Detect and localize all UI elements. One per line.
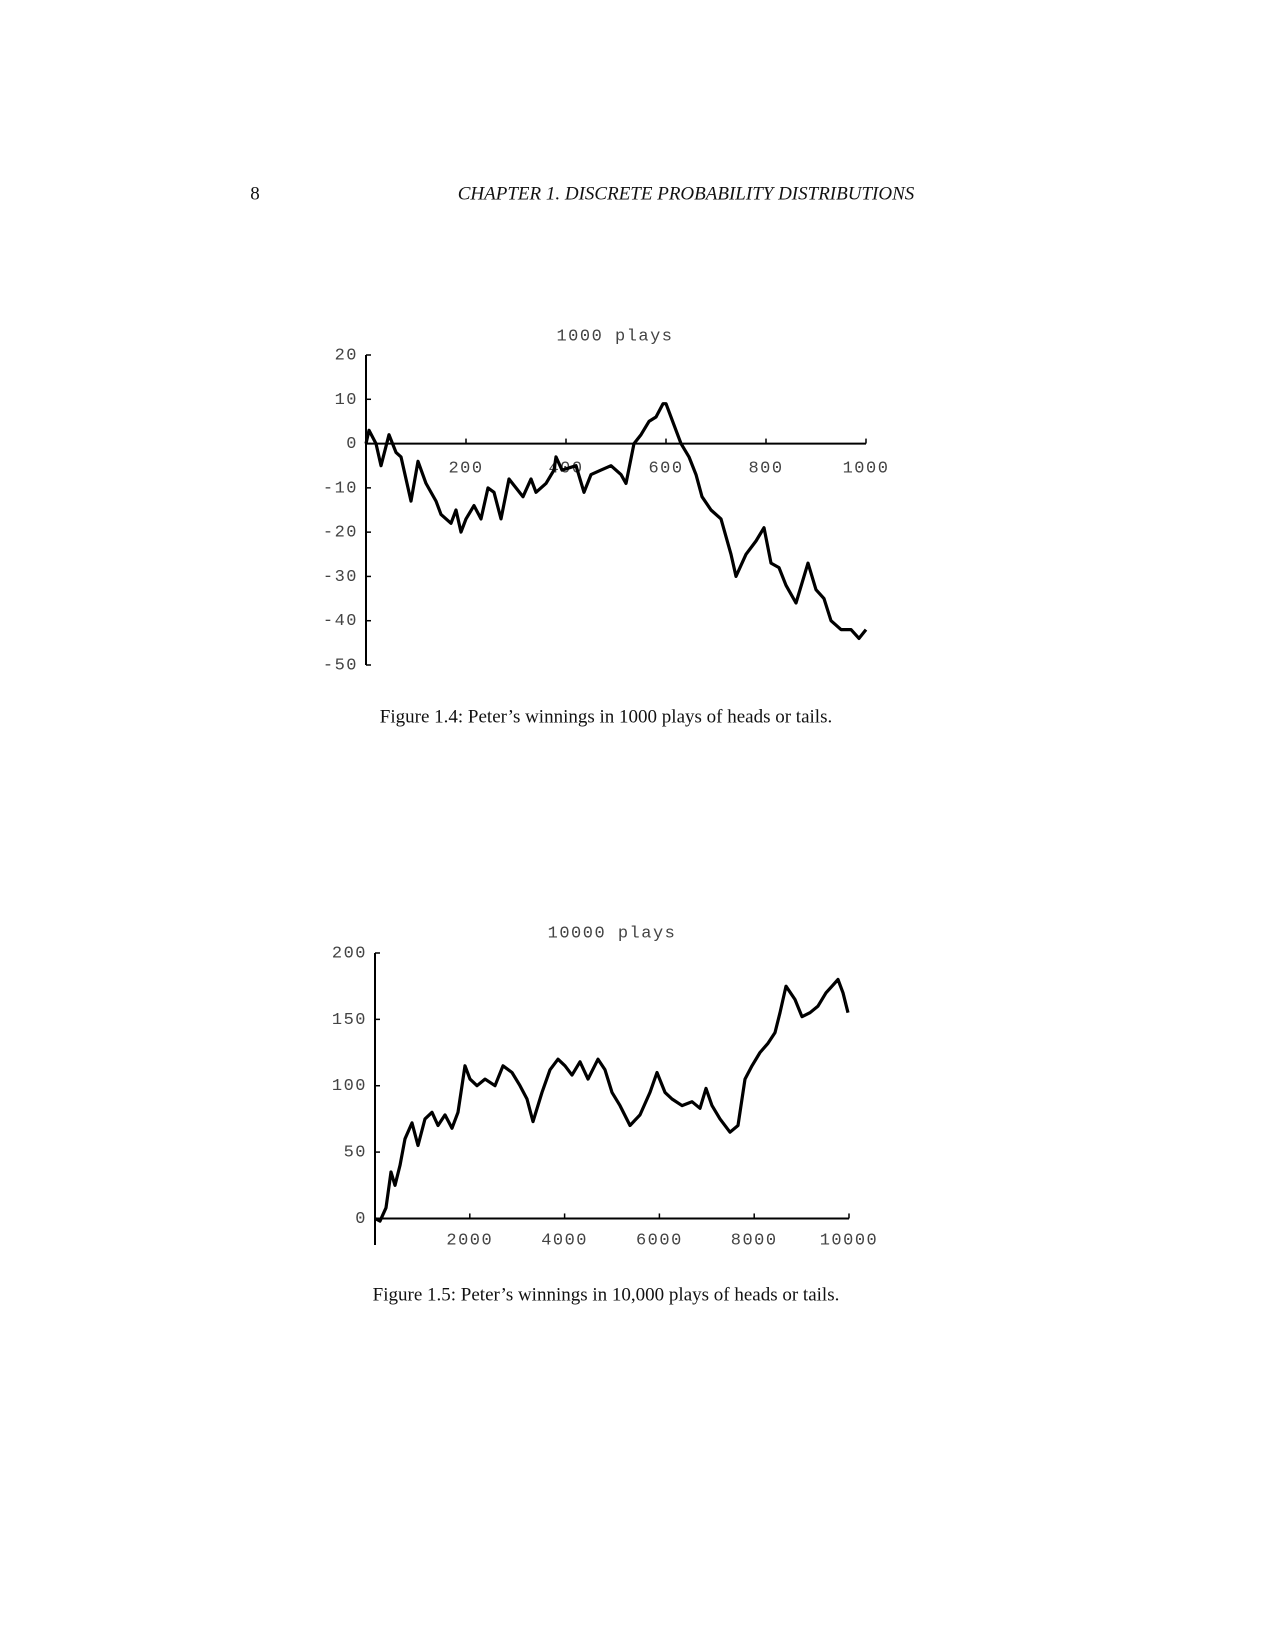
x-tick-label: 1000 bbox=[843, 459, 890, 478]
chart-title: 1000 plays bbox=[556, 327, 673, 346]
y-tick-label: 150 bbox=[332, 1011, 367, 1030]
y-tick-label: -10 bbox=[323, 479, 358, 498]
y-tick-label: -30 bbox=[323, 568, 358, 587]
figure-caption: Figure 1.5: Peter’s winnings in 10,000 p… bbox=[373, 1284, 840, 1305]
y-tick-label: 50 bbox=[344, 1144, 367, 1163]
y-tick-label: -40 bbox=[323, 612, 358, 631]
chart-title: 10000 plays bbox=[548, 924, 677, 943]
y-tick-label: -20 bbox=[323, 524, 358, 543]
y-tick-label: 10 bbox=[335, 391, 358, 410]
y-tick-label: 0 bbox=[346, 435, 358, 454]
x-tick-label: 600 bbox=[648, 459, 683, 478]
x-tick-label: 8000 bbox=[731, 1231, 778, 1250]
x-tick-label: 4000 bbox=[541, 1231, 588, 1250]
running-title: CHAPTER 1. DISCRETE PROBABILITY DISTRIBU… bbox=[458, 183, 915, 204]
page-number: 8 bbox=[250, 183, 260, 204]
data-line bbox=[374, 977, 850, 1223]
x-tick-label: 6000 bbox=[636, 1231, 683, 1250]
x-tick-label: 200 bbox=[448, 459, 483, 478]
y-tick-label: 200 bbox=[332, 944, 367, 963]
data-line bbox=[364, 402, 868, 640]
x-tick-label: 2000 bbox=[446, 1231, 493, 1250]
figure-caption: Figure 1.4: Peter’s winnings in 1000 pla… bbox=[380, 706, 832, 727]
x-tick-label: 10000 bbox=[820, 1231, 879, 1250]
y-tick-label: 100 bbox=[332, 1077, 367, 1096]
x-tick-label: 800 bbox=[748, 459, 783, 478]
y-tick-label: 20 bbox=[335, 346, 358, 365]
y-tick-label: -50 bbox=[323, 656, 358, 675]
y-tick-label: 0 bbox=[355, 1210, 367, 1229]
